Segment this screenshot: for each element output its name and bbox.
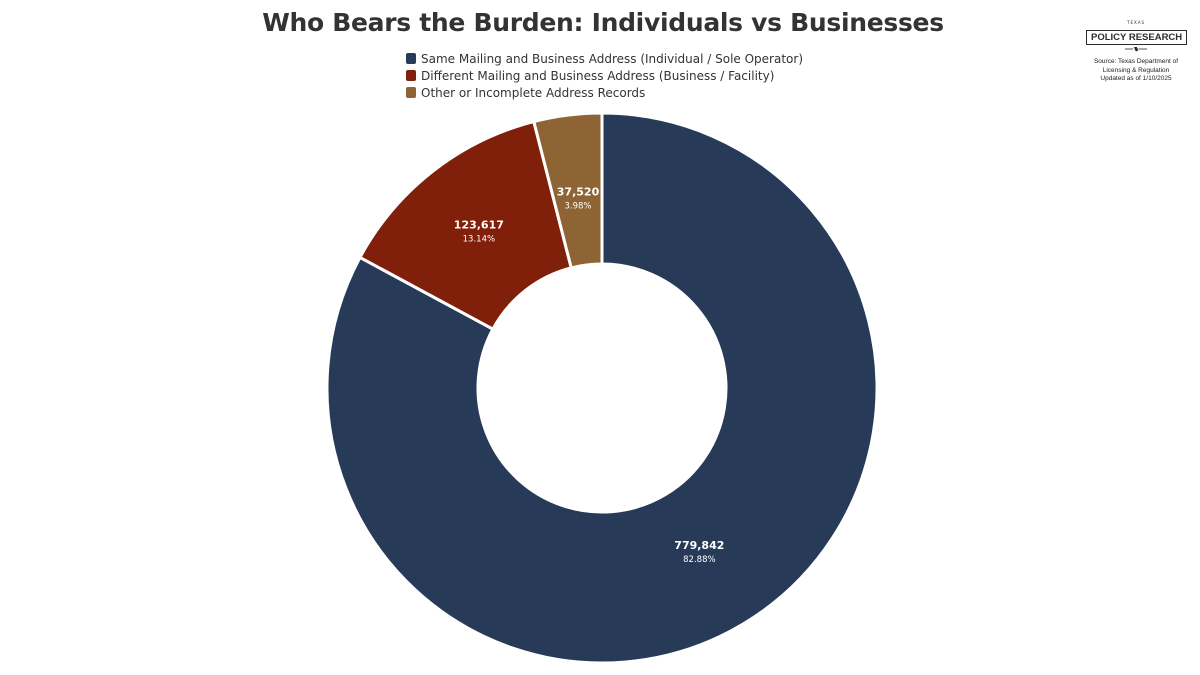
- legend-swatch: [406, 87, 416, 98]
- legend-label: Same Mailing and Business Address (Indiv…: [421, 51, 804, 66]
- slice-other-records[interactable]: [531, 111, 604, 270]
- slice-percent-label: 13.14%: [463, 234, 495, 244]
- legend-label: Other or Incomplete Address Records: [421, 85, 646, 100]
- org-small-label: TEXAS: [1127, 20, 1145, 25]
- source-line: Licensing & Regulation: [1102, 66, 1170, 74]
- chart-title: Who Bears the Burden: Individuals vs Bus…: [262, 8, 944, 37]
- legend-label: Different Mailing and Business Address (…: [421, 68, 775, 83]
- legend-item-other-records[interactable]: Other or Incomplete Address Records: [406, 84, 803, 101]
- source-line: Source: Texas Department of: [1093, 58, 1179, 65]
- legend-item-different-address[interactable]: Different Mailing and Business Address (…: [406, 67, 803, 84]
- slice-value-label: 123,617: [454, 218, 504, 231]
- legend-swatch: [406, 70, 416, 81]
- branding-block: TEXAS POLICY RESEARCH Source: Texas Depa…: [1086, 20, 1188, 84]
- slice-value-label: 37,520: [557, 186, 600, 199]
- org-logo: POLICY RESEARCH: [1086, 30, 1188, 45]
- slice-different-address[interactable]: [357, 119, 574, 332]
- legend-swatch: [406, 53, 416, 64]
- texas-mark-icon: [1125, 47, 1147, 52]
- chart-legend: Same Mailing and Business Address (Indiv…: [406, 50, 803, 101]
- source-note: Source: Texas Department of Licensing & …: [1086, 58, 1186, 84]
- source-line: Updated as of 1/10/2025: [1100, 75, 1172, 82]
- slice-same-address[interactable]: [325, 111, 879, 665]
- slice-percent-label: 82.88%: [683, 555, 715, 565]
- slice-percent-label: 3.98%: [565, 202, 592, 212]
- slice-value-label: 779,842: [674, 539, 724, 552]
- legend-item-same-address[interactable]: Same Mailing and Business Address (Indiv…: [406, 50, 803, 67]
